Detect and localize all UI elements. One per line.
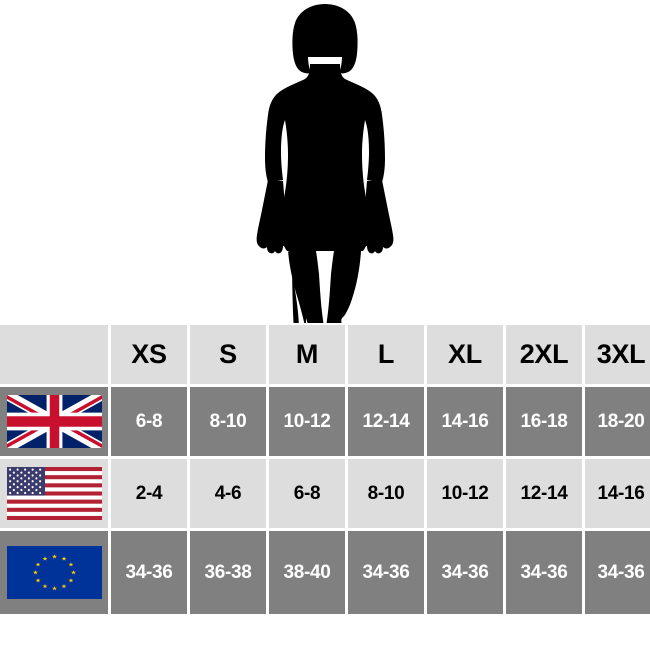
table-row-uk: 6-8 8-10 10-12 12-14 14-16 16-18 18-20 — [0, 387, 650, 459]
column-header-l: L — [348, 325, 427, 387]
cell-uk-xs: 6-8 — [111, 387, 190, 459]
table-row-us: 2-4 4-6 6-8 8-10 10-12 12-14 14-16 — [0, 459, 650, 531]
cell-us-s: 4-6 — [190, 459, 269, 531]
row-label-us — [0, 459, 111, 531]
cell-us-l: 8-10 — [348, 459, 427, 531]
table-header-row: XS S M L XL 2XL 3XL — [0, 325, 650, 387]
size-chart-table: XS S M L XL 2XL 3XL — [0, 325, 650, 614]
column-header-2xl: 2XL — [506, 325, 585, 387]
uk-flag-icon — [6, 395, 102, 448]
cell-uk-2xl: 16-18 — [506, 387, 585, 459]
female-body-silhouette-icon — [256, 4, 394, 323]
cell-uk-xl: 14-16 — [427, 387, 506, 459]
row-label-uk — [0, 387, 111, 459]
cell-uk-s: 8-10 — [190, 387, 269, 459]
cell-eu-s: 36-38 — [190, 531, 269, 614]
cell-eu-m: 38-40 — [269, 531, 348, 614]
cell-uk-l: 12-14 — [348, 387, 427, 459]
cell-us-xl: 10-12 — [427, 459, 506, 531]
figure-area — [256, 4, 394, 323]
cell-eu-xl: 34-36 — [427, 531, 506, 614]
cell-eu-3xl: 34-36 — [585, 531, 650, 614]
cell-eu-xs: 34-36 — [111, 531, 190, 614]
table-corner-cell — [0, 325, 111, 387]
us-flag-icon — [6, 467, 102, 520]
column-header-s: S — [190, 325, 269, 387]
column-header-xl: XL — [427, 325, 506, 387]
row-label-eu — [0, 531, 111, 614]
column-header-xs: XS — [111, 325, 190, 387]
cell-us-m: 6-8 — [269, 459, 348, 531]
eu-flag-icon — [6, 546, 102, 599]
cell-us-2xl: 12-14 — [506, 459, 585, 531]
cell-uk-m: 10-12 — [269, 387, 348, 459]
cell-uk-3xl: 18-20 — [585, 387, 650, 459]
cell-eu-l: 34-36 — [348, 531, 427, 614]
cell-eu-2xl: 34-36 — [506, 531, 585, 614]
column-header-3xl: 3XL — [585, 325, 650, 387]
column-header-m: M — [269, 325, 348, 387]
table-row-eu: 34-36 36-38 38-40 34-36 34-36 34-36 34-3… — [0, 531, 650, 614]
cell-us-3xl: 14-16 — [585, 459, 650, 531]
cell-us-xs: 2-4 — [111, 459, 190, 531]
